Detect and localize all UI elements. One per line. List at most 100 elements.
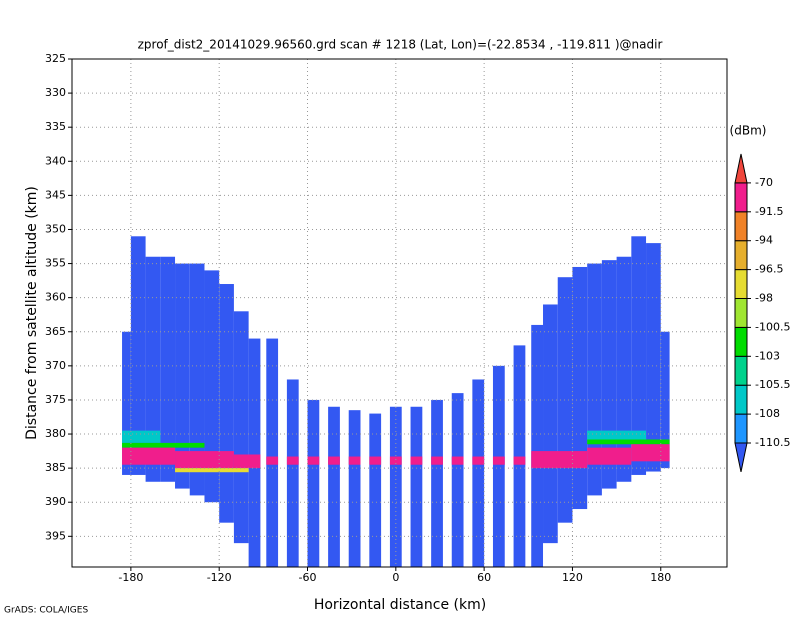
colorbar-swatch <box>734 211 748 242</box>
cell <box>348 410 361 567</box>
y-tick-label: 340 <box>45 154 66 167</box>
cell <box>472 379 485 567</box>
cell <box>189 263 205 496</box>
cell <box>307 456 320 465</box>
y-axis-label: Distance from satellite altitude (km) <box>24 186 40 440</box>
y-tick-label: 385 <box>45 461 66 474</box>
cell <box>328 456 340 465</box>
cell <box>492 456 505 465</box>
cell <box>410 406 423 567</box>
x-axis-label: Horizontal distance (km) <box>314 597 486 613</box>
cell <box>646 243 661 472</box>
y-tick-label: 380 <box>45 427 66 440</box>
cell <box>472 456 485 465</box>
cell <box>369 413 382 567</box>
cell <box>122 331 131 475</box>
cell <box>122 442 205 448</box>
cell <box>219 284 234 523</box>
cell <box>660 331 670 469</box>
cell <box>513 456 526 465</box>
cell <box>431 456 443 465</box>
y-tick-label: 360 <box>45 291 66 304</box>
colorbar-label: -96.5 <box>755 263 783 276</box>
chart-title: zprof_dist2_20141029.96560.grd scan # 12… <box>138 38 663 52</box>
colorbar-label: -108 <box>755 407 780 420</box>
colorbar-swatch <box>734 326 748 357</box>
y-tick-label: 335 <box>45 120 66 133</box>
cell <box>266 338 279 567</box>
colorbar-swatch <box>734 182 748 213</box>
colorbar-label: -110.5 <box>755 436 790 449</box>
colorbar-swatch <box>734 269 748 300</box>
y-tick-label: 350 <box>45 222 66 235</box>
colorbar-swatch <box>734 153 748 184</box>
cell <box>286 379 299 567</box>
cell <box>348 456 361 465</box>
cell <box>631 444 670 462</box>
y-tick-label: 330 <box>45 86 66 99</box>
cell <box>266 456 279 465</box>
colorbar-swatch <box>734 413 748 444</box>
colorbar-label: -91.5 <box>755 205 783 218</box>
y-tick-label: 325 <box>45 52 66 65</box>
footer: GrADS: COLA/IGES <box>4 606 88 616</box>
y-tick-label: 370 <box>45 359 66 372</box>
colorbar-label: -105.5 <box>755 378 790 391</box>
cell <box>587 430 647 440</box>
x-tick-label: -60 <box>299 571 317 584</box>
colorbar-unit: (dBm) <box>730 124 767 138</box>
x-tick-label: -120 <box>207 571 232 584</box>
cell <box>175 263 190 489</box>
cell <box>431 399 443 567</box>
cell <box>531 324 544 567</box>
colorbar-swatch <box>734 298 748 328</box>
cell <box>286 456 299 465</box>
cell <box>410 456 423 465</box>
x-tick-label: 60 <box>477 571 491 584</box>
colorbar-swatch <box>734 384 748 415</box>
colorbar-label: -103 <box>755 349 780 362</box>
cell <box>130 236 146 475</box>
cell <box>369 456 382 465</box>
colorbar-swatch <box>734 442 748 473</box>
cell <box>587 439 670 445</box>
cell <box>572 266 588 510</box>
cell <box>248 338 261 567</box>
x-tick-label: -180 <box>118 571 143 584</box>
y-tick-label: 375 <box>45 393 66 406</box>
cell <box>492 365 505 567</box>
y-tick-label: 355 <box>45 257 66 270</box>
y-tick-label: 390 <box>45 495 66 508</box>
cell <box>328 406 340 567</box>
colorbar-label: -98 <box>755 292 773 305</box>
cell <box>204 270 220 503</box>
cell <box>587 447 632 465</box>
cell <box>175 451 234 469</box>
x-tick-label: 120 <box>562 571 583 584</box>
cell <box>543 304 558 544</box>
y-tick-label: 345 <box>45 188 66 201</box>
cell <box>513 345 526 567</box>
cell <box>451 393 464 567</box>
cell <box>122 430 161 443</box>
cell <box>616 256 632 482</box>
cell <box>389 456 402 465</box>
y-tick-label: 395 <box>45 529 66 542</box>
cell <box>233 311 249 544</box>
cell <box>175 468 249 473</box>
colorbar-swatch <box>734 355 748 386</box>
colorbar-label: -70 <box>755 176 773 189</box>
cell <box>531 451 588 469</box>
x-tick-label: 180 <box>650 571 671 584</box>
plot-frame <box>71 58 728 568</box>
y-tick-label: 365 <box>45 325 66 338</box>
cell <box>122 447 176 465</box>
colorbar-label: -100.5 <box>755 320 790 333</box>
cell <box>451 456 464 465</box>
colorbar-swatch <box>734 240 748 271</box>
cell <box>557 277 573 523</box>
colorbar-label: -94 <box>755 234 773 247</box>
cell <box>389 406 402 567</box>
cell <box>307 399 320 567</box>
cell <box>160 256 176 482</box>
